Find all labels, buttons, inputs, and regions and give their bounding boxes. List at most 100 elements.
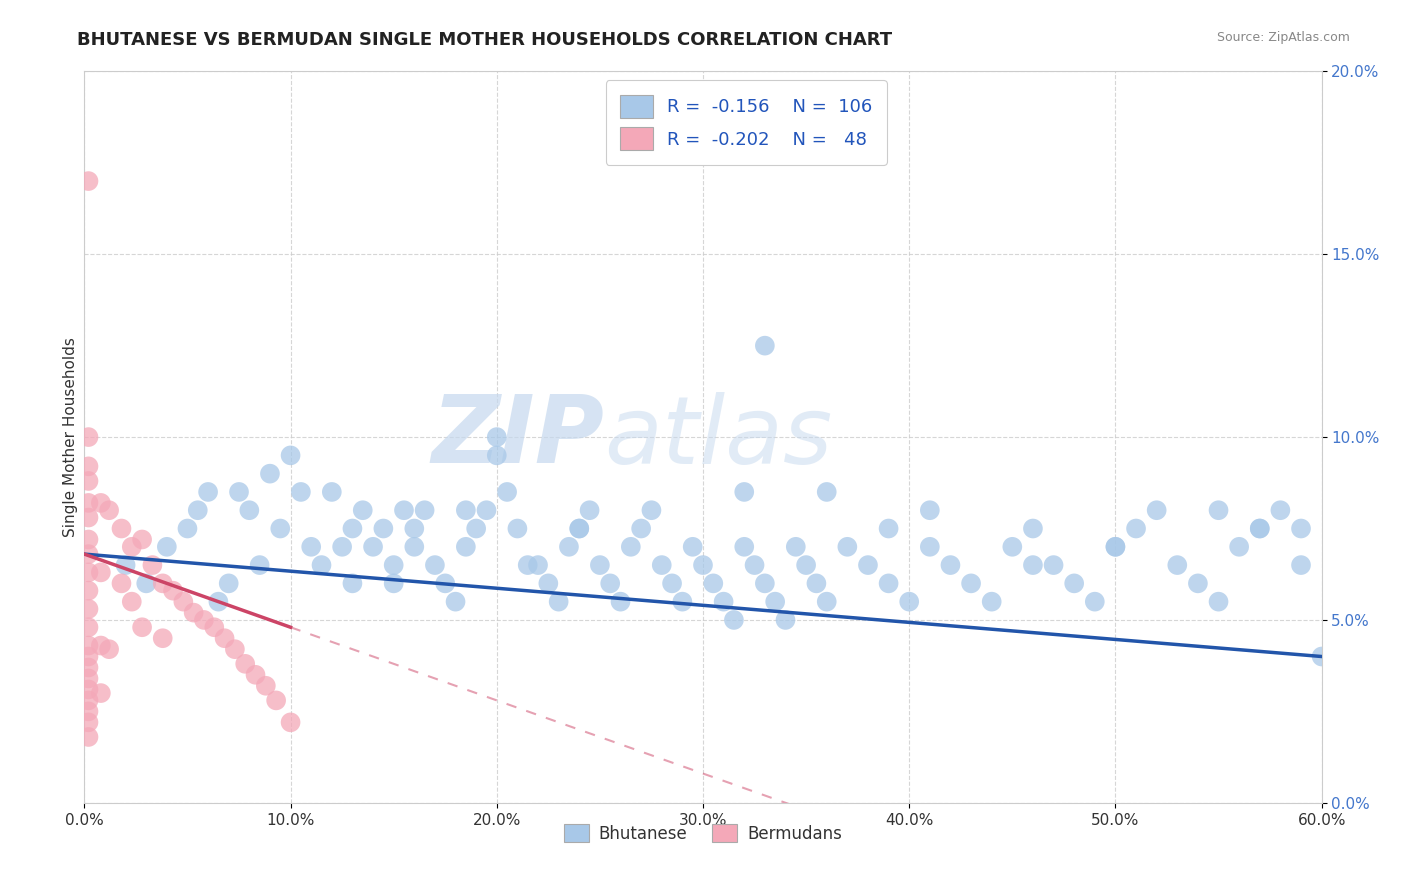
Y-axis label: Single Mother Households: Single Mother Households: [63, 337, 77, 537]
Point: [692, 558, 714, 573]
Point: [280, 448, 302, 462]
Point: [77, 474, 100, 488]
Text: Source: ZipAtlas.com: Source: ZipAtlas.com: [1216, 31, 1350, 45]
Point: [392, 503, 415, 517]
Point: [485, 448, 508, 462]
Point: [1022, 521, 1045, 535]
Point: [290, 485, 312, 500]
Point: [763, 594, 786, 608]
Point: [898, 594, 921, 608]
Point: [254, 679, 277, 693]
Point: [202, 620, 225, 634]
Point: [413, 503, 436, 517]
Text: BHUTANESE VS BERMUDAN SINGLE MOTHER HOUSEHOLDS CORRELATION CHART: BHUTANESE VS BERMUDAN SINGLE MOTHER HOUS…: [77, 31, 893, 49]
Point: [754, 576, 776, 591]
Point: [620, 540, 643, 554]
Point: [547, 594, 569, 608]
Point: [1208, 503, 1230, 517]
Point: [352, 503, 374, 517]
Point: [152, 632, 174, 646]
Point: [815, 594, 838, 608]
Point: [77, 459, 100, 474]
Point: [176, 521, 198, 535]
Point: [77, 602, 100, 616]
Point: [1125, 521, 1147, 535]
Point: [589, 558, 612, 573]
Point: [640, 503, 662, 517]
Point: [77, 682, 100, 697]
Point: [382, 576, 405, 591]
Point: [1208, 594, 1230, 608]
Point: [877, 521, 900, 535]
Point: [172, 594, 194, 608]
Point: [1063, 576, 1085, 591]
Point: [1022, 558, 1045, 573]
Point: [361, 540, 384, 554]
Point: [651, 558, 673, 573]
Point: [77, 693, 100, 707]
Point: [404, 540, 426, 554]
Point: [599, 576, 621, 591]
Point: [1084, 594, 1107, 608]
Point: [475, 503, 498, 517]
Point: [1104, 540, 1126, 554]
Point: [1249, 521, 1271, 535]
Point: [152, 576, 174, 591]
Point: [183, 606, 205, 620]
Point: [423, 558, 446, 573]
Point: [444, 594, 467, 608]
Point: [1227, 540, 1250, 554]
Point: [218, 576, 240, 591]
Point: [661, 576, 683, 591]
Point: [506, 521, 529, 535]
Point: [110, 521, 132, 535]
Point: [837, 540, 859, 554]
Point: [744, 558, 766, 573]
Point: [465, 521, 488, 535]
Point: [794, 558, 817, 573]
Point: [162, 583, 184, 598]
Point: [280, 715, 302, 730]
Point: [537, 576, 560, 591]
Point: [713, 594, 735, 608]
Point: [1104, 540, 1126, 554]
Point: [330, 540, 353, 554]
Point: [197, 485, 219, 500]
Point: [321, 485, 343, 500]
Point: [90, 639, 112, 653]
Point: [228, 485, 250, 500]
Point: [671, 594, 693, 608]
Point: [77, 620, 100, 634]
Point: [90, 686, 112, 700]
Point: [131, 533, 153, 547]
Point: [141, 558, 163, 573]
Point: [404, 521, 426, 535]
Point: [98, 642, 121, 657]
Point: [1042, 558, 1064, 573]
Point: [733, 485, 755, 500]
Point: [702, 576, 724, 591]
Point: [754, 338, 776, 352]
Point: [1249, 521, 1271, 535]
Point: [568, 521, 591, 535]
Point: [269, 521, 291, 535]
Point: [1187, 576, 1209, 591]
Point: [785, 540, 807, 554]
Point: [1166, 558, 1188, 573]
Point: [454, 503, 477, 517]
Point: [77, 705, 100, 719]
Point: [1001, 540, 1024, 554]
Point: [131, 620, 153, 634]
Point: [815, 485, 838, 500]
Point: [382, 558, 405, 573]
Point: [121, 594, 143, 608]
Point: [527, 558, 550, 573]
Point: [90, 566, 112, 580]
Point: [723, 613, 745, 627]
Point: [1310, 649, 1333, 664]
Point: [485, 430, 508, 444]
Point: [121, 540, 143, 554]
Point: [1146, 503, 1168, 517]
Point: [156, 540, 179, 554]
Point: [918, 503, 941, 517]
